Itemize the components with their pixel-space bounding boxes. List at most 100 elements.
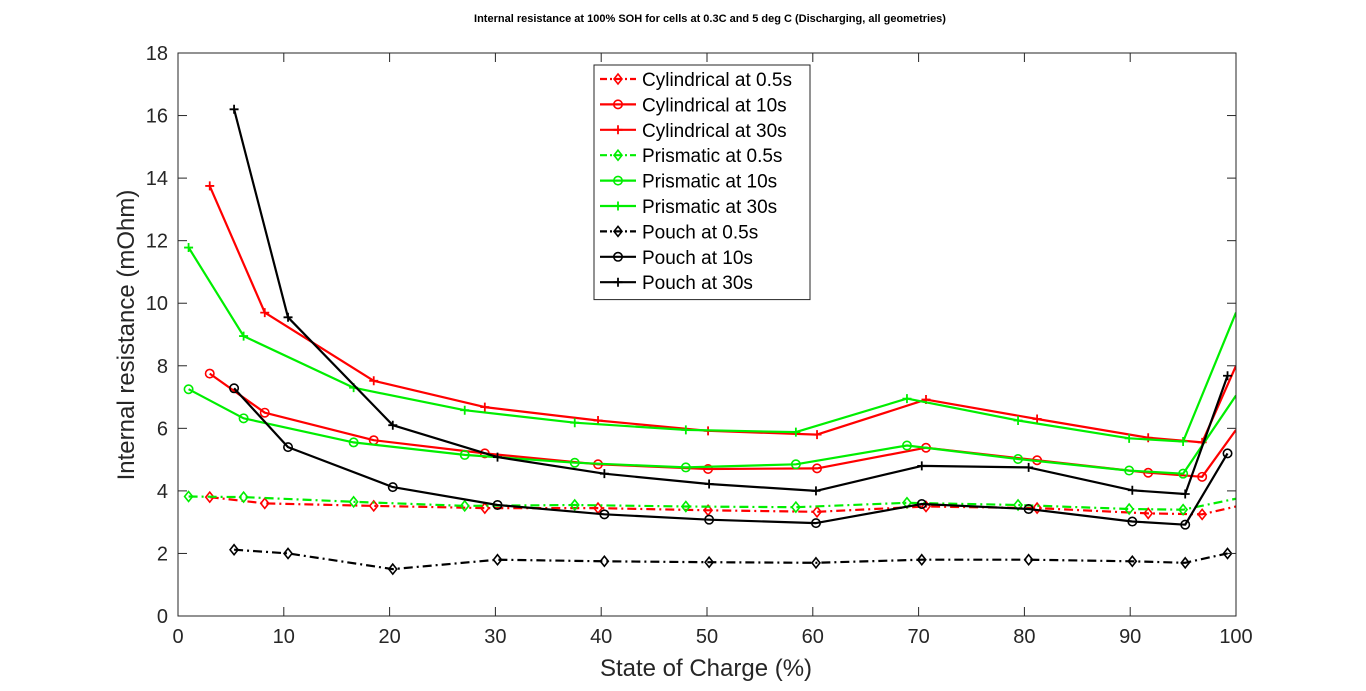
legend-entry: Cylindrical at 10s (600, 95, 787, 116)
series-line (187, 246, 1236, 443)
data-point (790, 500, 801, 514)
legend-label: Prismatic at 10s (642, 172, 777, 193)
data-point (1124, 433, 1134, 443)
data-point (791, 427, 801, 437)
x-tick-label: 70 (907, 626, 929, 648)
legend-entry: Pouch at 0.5s (600, 222, 758, 243)
data-point (810, 518, 821, 529)
data-point (204, 490, 215, 504)
data-point (369, 376, 379, 386)
legend-marker (612, 175, 623, 186)
x-tick-label: 20 (378, 626, 400, 648)
legend-label: Prismatic at 0.5s (642, 146, 782, 167)
legend-marker (612, 148, 624, 162)
data-point (811, 486, 821, 496)
legend-label: Cylindrical at 0.5s (642, 70, 792, 91)
x-axis-label: State of Charge (%) (600, 655, 812, 682)
data-point (1180, 489, 1190, 499)
series-line (233, 109, 1229, 496)
data-point (229, 543, 240, 556)
legend-marker (612, 225, 624, 238)
legend-label: Prismatic at 30s (642, 197, 777, 218)
data-point (704, 555, 715, 569)
series-7 (229, 543, 1233, 576)
series-line (234, 548, 1228, 571)
data-point (459, 499, 470, 513)
data-point (183, 384, 194, 395)
data-point (599, 469, 609, 479)
y-axis-label: Internal resistance (mOhm) (113, 190, 140, 481)
x-tick-label: 90 (1119, 626, 1141, 648)
data-point (1180, 519, 1191, 530)
data-point (1223, 371, 1233, 381)
data-point (1024, 462, 1034, 472)
data-point (1013, 498, 1024, 512)
data-point (229, 104, 239, 114)
data-point (704, 479, 714, 489)
data-point (680, 500, 691, 513)
data-point (812, 505, 823, 519)
axes: 0 10 20 30 40 50 60 70 80 90 100 0 2 4 6 8 10 12 14 16 18 (146, 43, 1253, 648)
x-tick-label: 40 (590, 626, 612, 648)
data-point (387, 482, 398, 493)
legend-entry: Pouch at 10s (600, 248, 753, 269)
data-point (348, 437, 359, 448)
y-tick-label: 16 (146, 106, 168, 128)
data-point (1013, 416, 1023, 426)
data-point (1127, 485, 1137, 495)
data-point (479, 448, 490, 459)
data-point (260, 308, 270, 318)
data-point (205, 181, 215, 191)
y-tick-label: 4 (157, 481, 168, 503)
data-point (493, 452, 503, 462)
series-9 (229, 104, 1233, 499)
x-tick-label: 50 (696, 626, 718, 648)
series-line (188, 388, 1236, 475)
data-point (1178, 503, 1189, 516)
data-point (283, 312, 293, 322)
data-point (239, 331, 249, 341)
data-point (387, 562, 398, 576)
data-point (1178, 436, 1188, 446)
data-point (492, 553, 503, 566)
legend-label: Pouch at 0.5s (642, 222, 758, 243)
series-line (233, 387, 1229, 526)
series-line (188, 495, 1236, 511)
data-point (599, 554, 610, 568)
data-point (229, 383, 240, 394)
data-point (680, 462, 691, 473)
y-tick-label: 14 (146, 168, 168, 190)
data-point (459, 449, 470, 460)
legend-label: Pouch at 10s (642, 248, 753, 269)
data-point (238, 413, 249, 424)
data-point (917, 461, 927, 471)
data-point (790, 459, 801, 470)
y-tick-label: 6 (157, 418, 168, 440)
x-tick-label: 80 (1013, 626, 1035, 648)
data-point (283, 547, 294, 560)
y-tick-label: 8 (157, 356, 168, 378)
legend-marker (613, 277, 623, 287)
data-point (1023, 553, 1034, 566)
data-point (681, 425, 691, 435)
data-point (1032, 414, 1042, 424)
legend: Cylindrical at 0.5s Cylindrical at 10s Cyl… (593, 64, 811, 301)
data-point (810, 556, 821, 570)
data-point (570, 418, 580, 428)
data-point (348, 495, 359, 509)
data-point (1143, 507, 1154, 520)
data-point (1124, 465, 1135, 476)
data-point (1127, 516, 1138, 527)
data-point (1032, 501, 1043, 515)
legend-marker (613, 201, 623, 211)
data-point (812, 430, 822, 440)
data-point (183, 490, 194, 503)
data-point (1222, 547, 1233, 560)
data-point (569, 457, 580, 468)
data-point (599, 509, 610, 520)
series-8 (229, 383, 1233, 530)
data-point (1023, 504, 1034, 515)
data-point (204, 368, 215, 379)
series-line (209, 372, 1236, 478)
data-point (1013, 453, 1024, 464)
